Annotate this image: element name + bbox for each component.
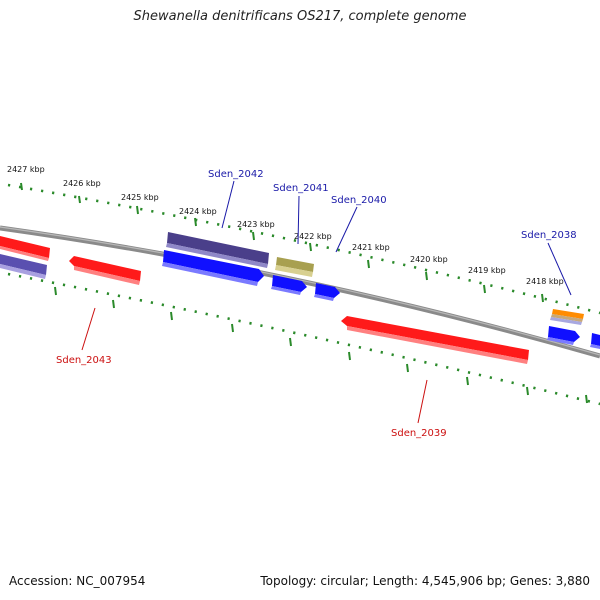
major-tick-2424 [194, 217, 197, 227]
inner-tick-4 [231, 323, 234, 333]
label-sden-2038: Sden_2038 [521, 230, 577, 241]
leader-sden-2040 [335, 206, 358, 253]
inner-tick-10 [585, 394, 588, 404]
outer-tick-row [7, 183, 600, 315]
gene-blue-2041 [271, 275, 307, 295]
inner-tick-row [7, 272, 600, 406]
major-tick-2426 [78, 195, 81, 204]
tick-labels: 2427 kbp 2426 kbp 2425 kbp 2424 kbp 2423… [7, 165, 564, 286]
tick-label-2425: 2425 kbp [121, 193, 159, 202]
major-tick-2422 [309, 242, 312, 252]
major-tick-2427 [20, 182, 23, 191]
tick-label-2420: 2420 kbp [410, 255, 448, 264]
label-sden-2039: Sden_2039 [391, 428, 447, 439]
leader-lines [81, 180, 572, 424]
major-tick-2425 [136, 205, 139, 215]
inner-tick-3 [170, 311, 173, 321]
tick-label-2424: 2424 kbp [179, 207, 217, 216]
inner-tick-7 [406, 363, 409, 373]
tick-label-2421: 2421 kbp [352, 243, 390, 252]
feature-sden-2042 [166, 232, 269, 268]
major-tick-2420 [425, 271, 428, 281]
label-sden-2040: Sden_2040 [331, 195, 387, 206]
gene-blue-2038 [547, 326, 580, 345]
feature-sden-2041 [275, 257, 314, 277]
tick-label-2418: 2418 kbp [526, 277, 564, 286]
inner-tick-2 [112, 299, 115, 309]
major-tick-2423 [252, 231, 255, 241]
tick-label-2423: 2423 kbp [237, 220, 275, 229]
tick-label-2422: 2422 kbp [294, 232, 332, 241]
gene-sden-2040 [314, 283, 340, 301]
feature-left-purple [0, 254, 47, 279]
label-sden-2041: Sden_2041 [273, 183, 329, 194]
gene-sden-2043 [69, 256, 141, 285]
leader-sden-2041 [297, 195, 300, 245]
feature-sden-2038 [550, 309, 584, 325]
inner-tick-1 [54, 286, 57, 296]
map-title: Shewanella denitrificans OS217, complete… [133, 9, 467, 24]
tick-label-2426: 2426 kbp [63, 179, 101, 188]
major-ticks-inner [54, 286, 588, 404]
genome-summary-text: Topology: circular; Length: 4,545,906 bp… [260, 574, 590, 588]
major-ticks-outer [20, 182, 544, 303]
major-tick-2418 [541, 293, 544, 303]
leader-sden-2038 [547, 242, 572, 296]
gene-blue-2042 [162, 250, 264, 286]
gene-blue-right-edge [590, 333, 600, 349]
label-sden-2042: Sden_2042 [208, 169, 264, 180]
tick-label-2427: 2427 kbp [7, 165, 45, 174]
genome-backbone-highlight [0, 226, 600, 356]
inner-tick-9 [526, 386, 529, 396]
inner-tick-5 [289, 337, 292, 347]
leader-sden-2039 [417, 379, 428, 424]
tick-label-2419: 2419 kbp [468, 266, 506, 275]
major-tick-2419 [483, 284, 486, 294]
gene-labels: Sden_2042 Sden_2041 Sden_2040 Sden_2038 … [56, 169, 577, 439]
label-sden-2043: Sden_2043 [56, 355, 112, 366]
major-tick-2421 [367, 259, 370, 269]
leader-sden-2042 [221, 180, 235, 229]
inner-tick-6 [348, 351, 351, 361]
leader-sden-2043 [81, 307, 96, 351]
accession-text: Accession: NC_007954 [9, 574, 146, 588]
inner-tick-8 [466, 376, 469, 386]
gene-left-top-red [0, 236, 50, 261]
gene-sden-2039 [341, 316, 529, 364]
